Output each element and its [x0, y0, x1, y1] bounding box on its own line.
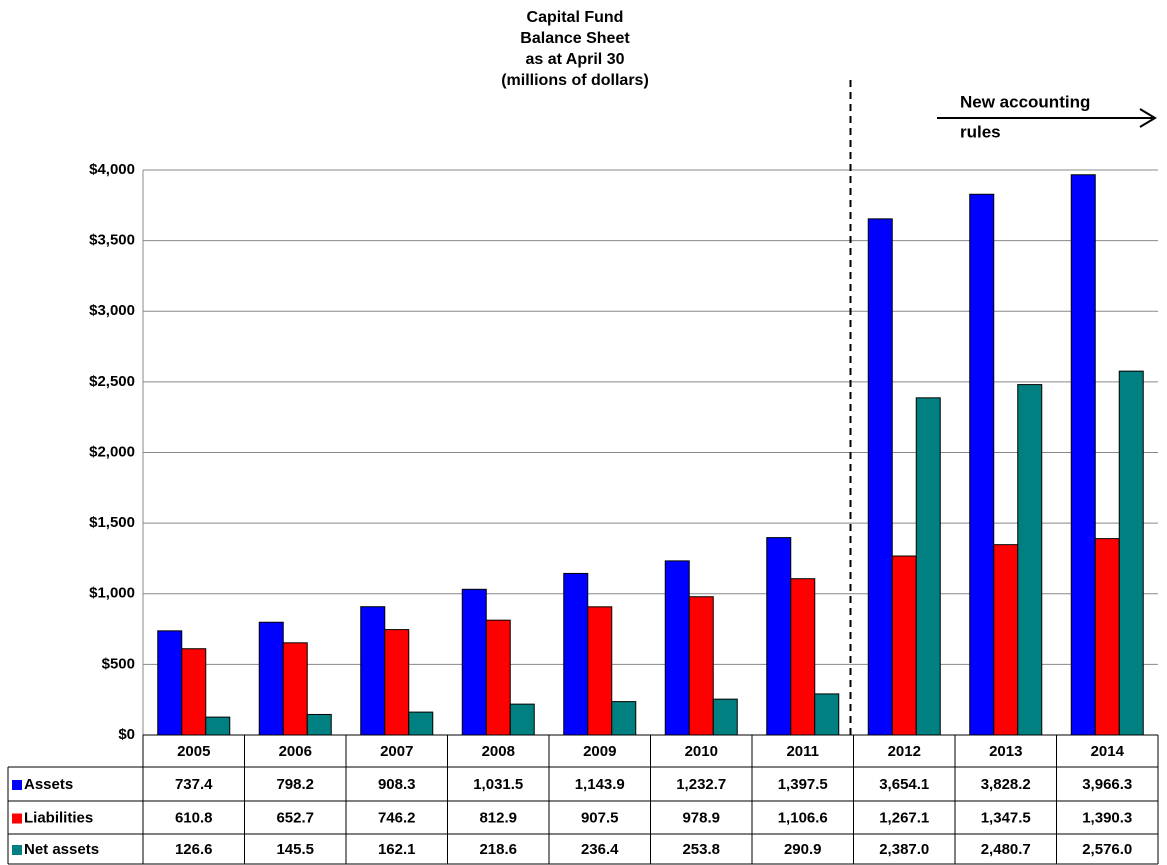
- bar: [915, 397, 941, 736]
- bar: [1017, 384, 1043, 736]
- chart-title: as at April 30: [525, 51, 624, 68]
- bar: [509, 703, 535, 736]
- bar: [563, 572, 589, 736]
- y-tick-label: $1,000: [89, 585, 135, 602]
- table-value: 652.7: [276, 809, 314, 826]
- x-tick-label: 2014: [1091, 743, 1125, 760]
- table-value: 1,390.3: [1082, 809, 1132, 826]
- bar: [485, 619, 511, 736]
- table-value: 3,654.1: [879, 776, 929, 793]
- bar: [867, 218, 893, 736]
- chart-title: Balance Sheet: [520, 30, 630, 47]
- bar: [360, 606, 386, 736]
- bar: [891, 555, 917, 736]
- table-value: 290.9: [784, 841, 822, 858]
- table-value: 2,576.0: [1082, 841, 1132, 858]
- x-tick-label: 2010: [685, 743, 718, 760]
- annotation: rules: [960, 122, 1001, 141]
- bar: [408, 711, 434, 736]
- bar: [664, 560, 690, 736]
- table-value: 812.9: [479, 809, 517, 826]
- bar: [384, 629, 410, 736]
- legend-swatch: [12, 813, 22, 824]
- table-value: 2,387.0: [879, 841, 929, 858]
- bar: [306, 713, 332, 736]
- table-value: 737.4: [175, 776, 213, 793]
- y-tick-label: $500: [102, 655, 135, 672]
- table-value: 126.6: [175, 841, 213, 858]
- x-tick-label: 2006: [279, 743, 312, 760]
- table-value: 218.6: [479, 841, 517, 858]
- y-tick-label: $2,000: [89, 443, 135, 460]
- bar: [205, 716, 231, 736]
- x-tick-label: 2012: [888, 743, 921, 760]
- x-tick-label: 2007: [380, 743, 413, 760]
- bar: [1094, 538, 1120, 736]
- bar: [282, 642, 308, 736]
- table-value: 145.5: [276, 841, 314, 858]
- table-value: 3,828.2: [981, 776, 1031, 793]
- bar: [461, 588, 487, 736]
- table-value: 1,106.6: [778, 809, 828, 826]
- x-tick-label: 2008: [482, 743, 515, 760]
- bar: [157, 630, 183, 736]
- table-value: 746.2: [378, 809, 416, 826]
- bar: [181, 648, 207, 736]
- table-value: 1,143.9: [575, 776, 625, 793]
- table-value: 1,347.5: [981, 809, 1031, 826]
- y-tick-label: $0: [118, 726, 135, 743]
- bar: [969, 193, 995, 736]
- legend-label: Assets: [24, 776, 73, 793]
- annotation-arrow: [1139, 108, 1157, 128]
- bar: [258, 621, 284, 736]
- bar: [611, 701, 637, 736]
- chart-title: (millions of dollars): [501, 72, 649, 89]
- legend-label: Net assets: [24, 841, 99, 858]
- x-tick-label: 2013: [989, 743, 1022, 760]
- table-value: 162.1: [378, 841, 416, 858]
- y-tick-label: $3,000: [89, 302, 135, 319]
- bar: [766, 537, 792, 736]
- table-value: 3,966.3: [1082, 776, 1132, 793]
- y-tick-label: $4,000: [89, 161, 135, 178]
- x-tick-label: 2011: [786, 743, 819, 760]
- bar: [1118, 370, 1144, 736]
- table-value: 1,031.5: [473, 776, 523, 793]
- table-value: 798.2: [276, 776, 314, 793]
- bar: [1070, 174, 1096, 736]
- table-value: 978.9: [682, 809, 720, 826]
- bar: [993, 544, 1019, 736]
- legend-swatch: [12, 845, 22, 855]
- table-value: 908.3: [378, 776, 416, 793]
- y-tick-label: $3,500: [89, 232, 135, 249]
- legend-swatch: [12, 780, 22, 790]
- x-tick-label: 2009: [583, 743, 616, 760]
- bar: [587, 606, 613, 736]
- table-value: 610.8: [175, 809, 213, 826]
- bar: [790, 578, 816, 736]
- bar: [688, 596, 714, 736]
- annotation: New accounting: [960, 92, 1090, 111]
- bar: [712, 698, 738, 736]
- table-value: 236.4: [581, 841, 619, 858]
- table-value: 1,397.5: [778, 776, 828, 793]
- legend-label: Liabilities: [24, 809, 93, 826]
- table-value: 2,480.7: [981, 841, 1031, 858]
- table-value: 1,267.1: [879, 809, 929, 826]
- y-tick-label: $2,500: [89, 373, 135, 390]
- bar: [814, 693, 840, 736]
- x-tick-label: 2005: [177, 743, 210, 760]
- chart-title: Capital Fund: [527, 9, 624, 26]
- table-value: 907.5: [581, 809, 619, 826]
- table-value: 1,232.7: [676, 776, 726, 793]
- y-tick-label: $1,500: [89, 514, 135, 531]
- table-value: 253.8: [682, 841, 720, 858]
